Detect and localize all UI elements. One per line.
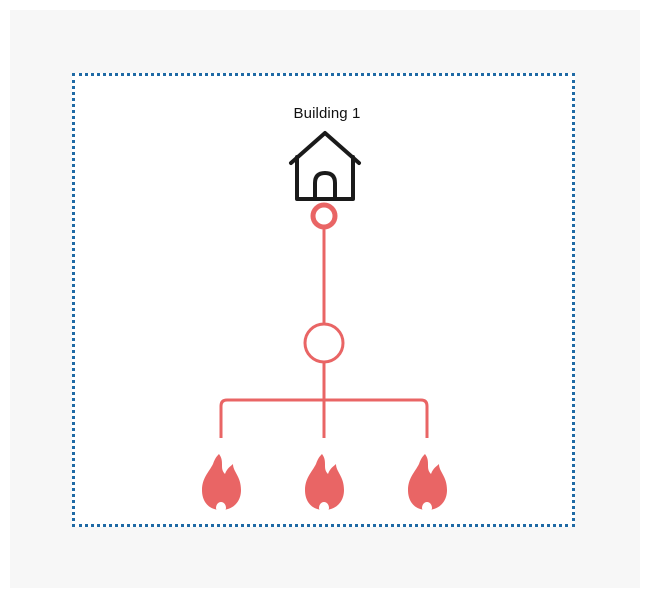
flame-icon[interactable] [202,454,241,511]
flame-icon[interactable] [408,454,447,511]
inlet-ring[interactable] [310,202,338,230]
house-icon[interactable] [289,131,361,201]
building-label: Building 1 [293,105,361,122]
flame-icon[interactable] [305,454,344,511]
junction-circle[interactable] [303,322,345,364]
